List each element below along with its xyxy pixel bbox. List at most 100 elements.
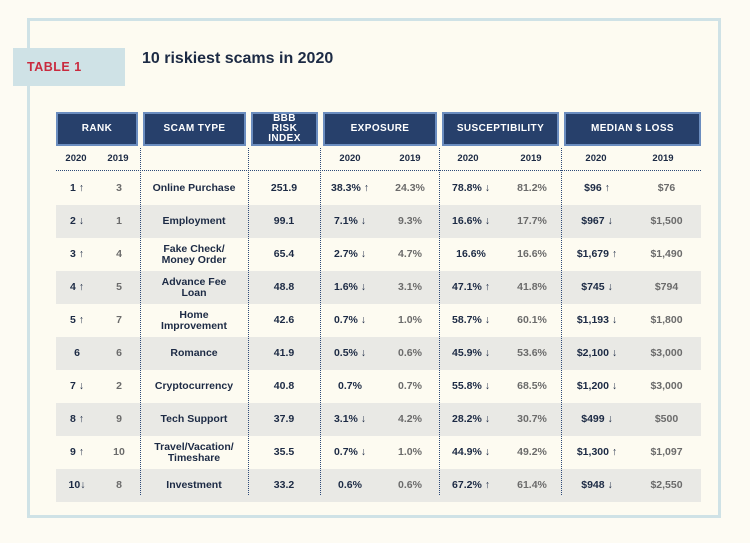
exposure-2019-cell: 0.6% [398,479,422,491]
susceptibility-2019-cell: 61.4% [517,479,547,491]
loss-2019-cell: $1,500 [650,215,683,227]
bbb-risk-index-cell: 99.1 [273,215,295,227]
bbb-risk-index-cell: 65.4 [273,248,295,260]
rank-2020-cell: 9 ↑ [69,446,84,458]
header-scam-type: SCAM TYPE [143,112,246,146]
rank-2019-cell: 9 [116,413,122,425]
susceptibility-2019-cell: 16.6% [517,248,547,260]
loss-2020-cell: $499 ↓ [581,413,613,425]
rank-2020-cell: 10↓ [68,479,86,491]
table-row: 4 ↑ 5 Advance Fee Loan 48.8 1.6% ↓ 3.1% 47.1% … [56,271,701,304]
column-divider [248,148,249,495]
susceptibility-2020-cell: 44.9% ↓ [452,446,490,458]
column-divider [439,148,440,495]
scam-type-cell: Travel/Vacation/ Timeshare [154,440,234,464]
rank-2019-cell: 6 [116,347,122,359]
exposure-2020-header: 2020 [339,153,361,164]
header-susceptibility: SUSCEPTIBILITY [442,112,559,146]
rank-2020-cell: 6 [74,347,80,359]
loss-2019-cell: $3,000 [650,380,683,392]
table-row: 2 ↓ 1 Employment 99.1 7.1% ↓ 9.3% 16.6% ↓ 17.7%… [56,205,701,238]
exposure-2020-cell: 7.1% ↓ [333,215,367,227]
bbb-risk-index-cell: 35.5 [273,446,295,458]
loss-2019-cell: $1,800 [650,314,683,326]
scam-type-cell: Advance Fee Loan [161,275,227,299]
rank-2020-cell: 7 ↓ [69,380,84,392]
header-median-loss: MEDIAN $ LOSS [564,112,701,146]
loss-2020-cell: $2,100 ↓ [576,347,618,359]
exposure-2020-cell: 0.7% [338,380,362,392]
exposure-2019-cell: 4.2% [398,413,422,425]
loss-2019-cell: $2,550 [650,479,683,491]
header-exposure: EXPOSURE [323,112,437,146]
susceptibility-2019-cell: 17.7% [517,215,547,227]
rank-2019-cell: 1 [116,215,122,227]
susceptibility-2019-header: 2019 [520,153,542,164]
table-row: 1 ↑ 3 Online Purchase 251.9 38.3% ↑ 24.3% 78.8… [56,172,701,205]
rank-2019-cell: 8 [116,479,122,491]
rank-2019-cell: 2 [116,380,122,392]
rank-2020-cell: 3 ↑ [69,248,84,260]
susceptibility-2020-cell: 55.8% ↓ [452,380,490,392]
exposure-2019-cell: 3.1% [398,281,422,293]
table-row: 6 6 Romance 41.9 0.5% ↓ 0.6% 45.9% ↓ 53.6% $2,10… [56,337,701,370]
scam-type-cell: Employment [162,215,226,227]
exposure-2019-cell: 9.3% [398,215,422,227]
scam-type-cell: Cryptocurrency [154,380,234,392]
susceptibility-2019-cell: 30.7% [517,413,547,425]
loss-2020-cell: $948 ↓ [581,479,613,491]
rank-2020-cell: 1 ↑ [69,182,84,194]
rank-2019-cell: 4 [116,248,122,260]
bbb-risk-index-cell: 48.8 [273,281,295,293]
scam-type-cell: Home Improvement [161,308,227,332]
rank-2019-cell: 5 [116,281,122,293]
table-tag: TABLE 1 [13,48,125,86]
rank-2020-cell: 2 ↓ [69,215,84,227]
table-row: 5 ↑ 7 Home Improvement 42.6 0.7% ↓ 1.0% 58.7% … [56,304,701,337]
rank-2020-cell: 4 ↑ [69,281,84,293]
bbb-risk-index-cell: 41.9 [273,347,295,359]
loss-2019-cell: $76 [657,182,676,194]
column-divider [561,148,562,495]
table-row: 10↓ 8 Investment 33.2 0.6% 0.6% 67.2% ↑ 61.4% $9… [56,469,701,502]
exposure-2020-cell: 2.7% ↓ [333,248,367,260]
bbb-risk-index-cell: 40.8 [273,380,295,392]
susceptibility-2020-cell: 16.6% [456,248,486,260]
susceptibility-2020-cell: 45.9% ↓ [452,347,490,359]
exposure-2019-cell: 1.0% [398,314,422,326]
exposure-2019-cell: 0.6% [398,347,422,359]
loss-2020-cell: $1,300 ↑ [576,446,618,458]
header-rank: RANK [56,112,138,146]
susceptibility-2019-cell: 60.1% [517,314,547,326]
rank-2019-cell: 7 [116,314,122,326]
table-row: 9 ↑ 10 Travel/Vacation/ Timeshare 35.5 0.7% … [56,436,701,469]
bbb-risk-index-cell: 251.9 [270,182,298,194]
loss-2019-header: 2019 [652,153,674,164]
exposure-2020-cell: 0.5% ↓ [333,347,367,359]
exposure-2020-cell: 1.6% ↓ [333,281,367,293]
loss-2020-cell: $1,193 ↓ [576,314,618,326]
bbb-risk-index-cell: 42.6 [273,314,295,326]
exposure-2019-header: 2019 [399,153,421,164]
exposure-2019-cell: 4.7% [398,248,422,260]
bbb-risk-index-cell: 37.9 [273,413,295,425]
susceptibility-2019-cell: 81.2% [517,182,547,194]
column-divider [320,148,321,495]
rank-2019-cell: 10 [113,446,125,458]
loss-2020-cell: $745 ↓ [581,281,613,293]
table-tag-label: TABLE 1 [27,60,82,74]
loss-2020-cell: $967 ↓ [581,215,613,227]
loss-2019-cell: $3,000 [650,347,683,359]
loss-2019-cell: $1,097 [650,446,683,458]
loss-2020-cell: $96 ↑ [584,182,610,194]
rank-2020-cell: 5 ↑ [69,314,84,326]
exposure-2019-cell: 24.3% [395,182,425,194]
susceptibility-2020-cell: 16.6% ↓ [452,215,490,227]
susceptibility-2020-cell: 28.2% ↓ [452,413,490,425]
susceptibility-2020-cell: 47.1% ↑ [452,281,490,293]
table-title: 10 riskiest scams in 2020 [142,50,334,67]
rank-2020-cell: 8 ↑ [69,413,84,425]
loss-2019-cell: $794 [654,281,679,293]
scam-type-cell: Online Purchase [152,182,236,194]
loss-2019-cell: $1,490 [650,248,683,260]
